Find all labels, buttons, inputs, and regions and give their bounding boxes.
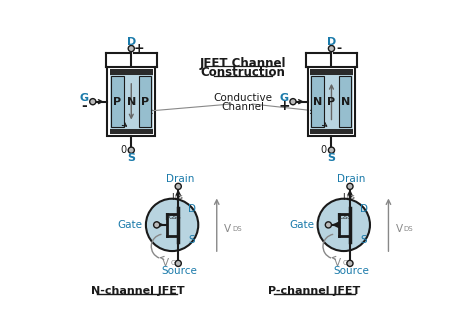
- Text: I: I: [337, 213, 339, 222]
- Text: Gate: Gate: [118, 220, 143, 230]
- Text: I: I: [343, 193, 345, 202]
- Text: +: +: [279, 99, 290, 113]
- Bar: [308, 67, 356, 136]
- Bar: [339, 76, 352, 127]
- Text: Conductive: Conductive: [213, 93, 273, 103]
- Text: DS: DS: [174, 195, 183, 200]
- Text: I: I: [164, 213, 167, 222]
- Text: Channel: Channel: [221, 102, 264, 112]
- Text: Drain: Drain: [337, 174, 365, 184]
- Circle shape: [325, 222, 331, 228]
- Text: JFET Channel: JFET Channel: [200, 57, 286, 70]
- Bar: [310, 69, 353, 134]
- Text: S: S: [361, 235, 367, 245]
- Text: +: +: [134, 42, 144, 55]
- Text: GS: GS: [171, 261, 180, 267]
- Text: Drain: Drain: [165, 174, 194, 184]
- Text: -: -: [337, 42, 342, 55]
- Text: V: V: [396, 224, 403, 234]
- Text: P: P: [328, 97, 336, 107]
- Circle shape: [90, 99, 96, 105]
- Text: S: S: [128, 153, 135, 163]
- Text: Construction: Construction: [201, 66, 285, 79]
- Text: -: -: [82, 99, 87, 113]
- Bar: [109, 69, 153, 134]
- Text: V: V: [163, 259, 170, 269]
- Circle shape: [328, 147, 335, 153]
- Text: Gate: Gate: [290, 220, 315, 230]
- Text: N: N: [313, 97, 322, 107]
- Circle shape: [128, 147, 134, 153]
- Bar: [139, 76, 151, 127]
- Circle shape: [146, 199, 198, 251]
- Text: I: I: [171, 193, 173, 202]
- Text: GSS: GSS: [340, 215, 353, 220]
- Circle shape: [175, 183, 182, 189]
- Text: GSS: GSS: [168, 215, 181, 220]
- Text: V: V: [224, 224, 231, 234]
- Text: Source: Source: [162, 266, 198, 276]
- Text: V: V: [334, 259, 341, 269]
- Circle shape: [318, 199, 370, 251]
- Text: N: N: [341, 97, 350, 107]
- Bar: [108, 67, 155, 136]
- Text: P: P: [113, 97, 121, 107]
- Text: D: D: [360, 204, 368, 214]
- Text: D: D: [127, 37, 136, 47]
- Text: G: G: [280, 93, 289, 103]
- Circle shape: [175, 260, 182, 267]
- Text: D: D: [188, 204, 196, 214]
- Text: N-channel JFET: N-channel JFET: [91, 286, 184, 296]
- Text: P-channel JFET: P-channel JFET: [268, 286, 361, 296]
- Text: GS: GS: [342, 261, 352, 267]
- Circle shape: [328, 45, 335, 52]
- Text: Source: Source: [334, 266, 369, 276]
- Text: DS: DS: [346, 195, 355, 200]
- Text: DS: DS: [232, 226, 242, 232]
- Text: S: S: [328, 153, 336, 163]
- Circle shape: [347, 260, 353, 267]
- Bar: [310, 69, 353, 75]
- Text: 0: 0: [120, 145, 127, 155]
- Bar: [111, 76, 124, 127]
- Bar: [109, 129, 153, 134]
- Text: DS: DS: [404, 226, 413, 232]
- Text: S: S: [189, 235, 195, 245]
- Bar: [109, 69, 153, 75]
- Text: D: D: [327, 37, 336, 47]
- Bar: [311, 76, 324, 127]
- Text: G: G: [80, 93, 89, 103]
- Text: 0: 0: [321, 145, 327, 155]
- Circle shape: [290, 99, 296, 105]
- Circle shape: [128, 45, 134, 52]
- Circle shape: [154, 222, 160, 228]
- Text: P: P: [141, 97, 149, 107]
- Bar: [310, 129, 353, 134]
- Circle shape: [347, 183, 353, 189]
- Text: N: N: [127, 97, 136, 107]
